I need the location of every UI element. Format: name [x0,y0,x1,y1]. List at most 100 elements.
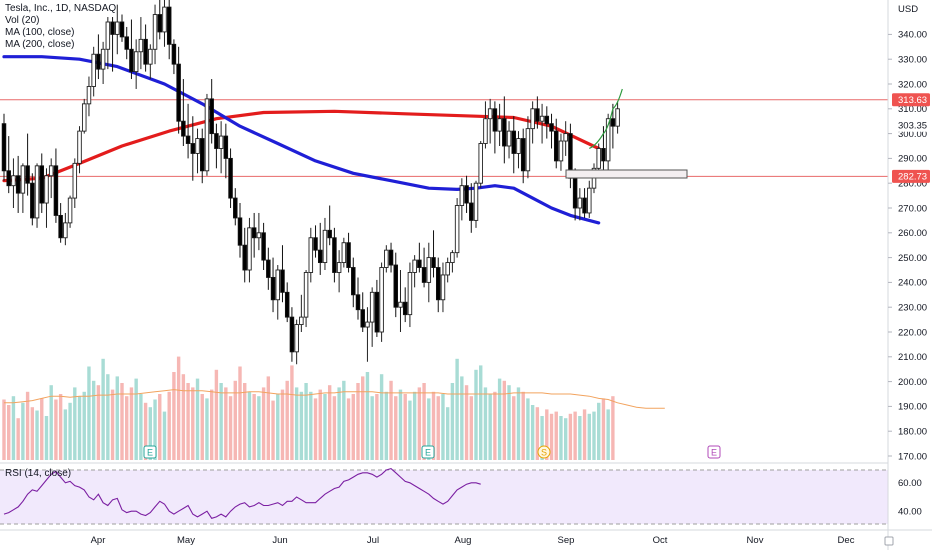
event-marker-earnings[interactable]: E [143,445,157,459]
time-axis-tick: Nov [747,535,764,546]
candle-body [544,115,550,125]
candle-body [152,14,158,50]
candle-body [204,98,210,172]
volume-bar [530,405,535,460]
candle-body [20,165,26,194]
time-axis-tick: Jun [272,535,287,546]
volume-bar [271,400,275,460]
event-marker-earnings[interactable]: E [421,445,435,459]
time-axis-corner[interactable] [884,536,894,546]
candle-body [209,98,214,135]
candle-body [86,86,92,105]
volume-bar [252,394,256,460]
volume-bar [559,416,563,460]
volume-bar [11,396,16,460]
volume-bar [464,385,469,460]
candle-body [351,267,356,296]
event-marker-earnings-upcoming[interactable]: E [707,445,721,459]
volume-bar [224,387,228,460]
candle-body [162,6,167,33]
price-axis-tags: 313.63 303.35 282.73 [892,93,930,183]
time-axis[interactable]: Apr May Jun Jul Aug Sep Oct Nov Dec [91,535,855,546]
candle-body [105,21,111,50]
candle-body [393,264,399,308]
symbol-title[interactable]: Tesla, Inc., 1D, NASDAQ [5,3,117,14]
volume-bar [299,391,304,460]
rsi-axis: 60.00 40.00 [898,478,922,517]
price-axis-tick: 270.00 [898,203,927,214]
volume-bar [205,398,209,460]
candle-body [299,316,304,326]
candle-body [605,118,611,162]
candle-body [402,301,408,316]
candle-body [322,229,328,264]
candle-body [171,43,177,65]
time-axis-tick: Jul [367,535,379,546]
price-axis-tick: 300.00 [898,129,927,140]
candle-body [487,108,493,120]
candle-body [143,38,148,65]
volume-bar [568,413,573,460]
price-axis-tick: 330.00 [898,55,927,66]
candle-body [63,222,68,239]
volume-bar [502,380,507,460]
candle-body [384,249,389,268]
volume-bar [106,374,110,460]
candle-body [256,232,262,239]
volume-bar [134,378,138,460]
time-axis-tick: Sep [558,535,575,546]
candle-body [426,257,432,283]
candle-body [247,227,252,271]
event-marker-split[interactable]: S [537,445,551,459]
candle-body [294,324,299,353]
candle-body [431,257,436,268]
volume-bar [280,389,285,460]
volume-bar [356,383,360,460]
volume-bar [110,389,115,460]
candle-body [346,242,351,268]
rsi-indicator-label[interactable]: RSI (14, close) [5,468,72,479]
horizontal-levels [0,99,888,177]
volume-bar [101,358,105,460]
rsi-pane[interactable] [0,462,888,525]
candle-body [6,170,11,187]
volume-bar [21,402,25,460]
volume-bar [587,413,591,460]
volume-bar [408,400,412,460]
candle-body [355,294,361,311]
price-axis[interactable]: 340.00 330.00 320.00 310.00 300.00 290.00 280.… [888,30,927,463]
volume-bar [379,374,384,460]
volume-bar [148,407,153,460]
drawn-rectangle-zone[interactable] [565,169,688,179]
volume-bar [63,409,68,460]
candle-body [30,182,35,219]
volume-bar [91,380,96,460]
ma100-indicator-label[interactable]: MA (100, close) [5,27,75,38]
candle-body [450,252,455,264]
candle-body [563,133,568,142]
volume-bar [578,416,582,460]
candle-body [317,249,323,264]
candle-body [365,321,370,328]
ma200-indicator-label[interactable]: MA (200, close) [5,39,75,50]
rsi-axis-tick: 40.00 [898,507,922,518]
volume-bar [474,369,478,460]
volume-ma-line [4,389,665,409]
volume-bar [412,391,417,460]
candle-body [464,185,469,204]
volume-bar [573,411,577,460]
projection-path[interactable] [589,88,623,150]
volume-bar [417,387,422,460]
volume-bar [30,407,35,460]
volume-bar [115,376,119,460]
price-axis-tick: 220.00 [898,327,927,338]
candle-body [185,135,191,144]
vol-indicator-label[interactable]: Vol (20) [5,15,40,26]
candle-body [77,130,82,164]
candle-body [506,130,512,147]
candle-body [190,143,196,154]
volume-bar [549,413,554,460]
rsi-band [0,470,888,524]
